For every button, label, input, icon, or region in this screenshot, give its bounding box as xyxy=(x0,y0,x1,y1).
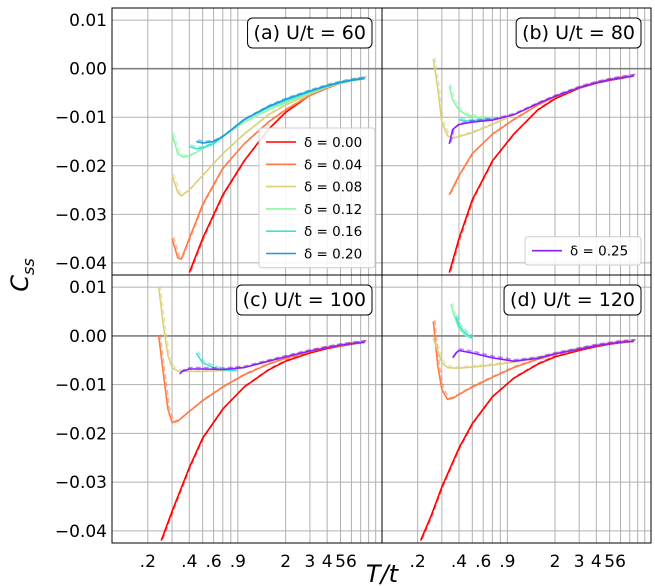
panel-title: (b) U/t = 80 xyxy=(522,22,635,44)
y-tick-label: 0.00 xyxy=(69,60,107,80)
panel-title: (a) U/t = 60 xyxy=(254,22,366,44)
series-line-0.25 xyxy=(452,340,634,363)
x-tick-label: 5 xyxy=(335,552,346,572)
series-line-0.04 xyxy=(448,75,634,196)
series-line-dashed-0.08 xyxy=(159,285,367,371)
x-tick-label: .9 xyxy=(230,552,246,572)
panels-layer: (a) U/t = 60δ = 0.00δ = 0.04δ = 0.08δ = … xyxy=(111,7,652,544)
x-tick-label: 2 xyxy=(280,552,291,572)
series-line-0.20 xyxy=(196,77,365,144)
x-tick-labels: .2.4.6.9 2 3 4 5 6.2.4.6.9 2 3 4 5 6 xyxy=(140,552,626,572)
x-axis-title: T/t xyxy=(366,560,400,586)
y-axis-title-sub: ss xyxy=(19,258,38,275)
legend: δ = 0.25 xyxy=(524,236,642,266)
y-tick-label: −0.02 xyxy=(55,157,107,177)
panel-c: (c) U/t = 100 xyxy=(111,274,383,544)
series-line-dashed-0.16 xyxy=(197,351,240,370)
x-tick-label: .6 xyxy=(475,552,491,572)
legend-entry-0.25: δ = 0.25 xyxy=(570,244,628,260)
legend-frame xyxy=(258,127,376,269)
legend-entry-0.20: δ = 0.20 xyxy=(304,247,362,263)
x-tick-label: .4 xyxy=(451,552,467,572)
y-tick-label: 0.00 xyxy=(69,327,107,347)
x-tick-label: .4 xyxy=(181,552,197,572)
series-line-0.12 xyxy=(448,85,493,120)
y-tick-label: −0.03 xyxy=(55,205,107,225)
y-tick-label: −0.03 xyxy=(55,473,107,493)
series-group xyxy=(157,285,367,541)
series-line-0.25 xyxy=(448,75,634,145)
y-tick-label: −0.04 xyxy=(55,254,107,274)
panel-b: (b) U/t = 80 δ = 0.25 xyxy=(381,7,652,276)
series-line-dashed-0.12 xyxy=(450,84,494,119)
panel-title-frame xyxy=(236,284,373,316)
x-tick-label: .2 xyxy=(140,552,156,572)
series-line-dashed-0.16 xyxy=(456,314,475,338)
y-axis-title-main: C xyxy=(6,275,34,292)
x-tick-label: 2 xyxy=(550,552,561,572)
series-line-0.25 xyxy=(179,341,365,375)
series-line-dashed-0.08 xyxy=(434,336,636,368)
legend-entry-0.16: δ = 0.16 xyxy=(304,224,362,240)
series-line-0.00 xyxy=(419,340,634,541)
x-tick-label: .9 xyxy=(499,552,515,572)
legend-entry-0.00: δ = 0.00 xyxy=(304,135,362,151)
x-tick-label: 4 xyxy=(591,552,602,572)
legend: δ = 0.00 δ = 0.04 δ = 0.08 δ = 0.12 δ = 0.16… xyxy=(258,127,376,269)
panel-title: (c) U/t = 100 xyxy=(243,289,366,311)
x-tick-label: 3 xyxy=(305,552,316,572)
x-tick-label: .2 xyxy=(410,552,426,572)
series-group xyxy=(171,76,367,273)
series-line-dashed-0.12 xyxy=(172,76,367,157)
series-line-dashed-0.25 xyxy=(180,339,367,374)
panel-title: (d) U/t = 120 xyxy=(510,289,635,311)
legend-entry-0.12: δ = 0.12 xyxy=(304,202,362,218)
y-tick-label: −0.02 xyxy=(55,424,107,444)
series-group xyxy=(419,302,636,541)
series-line-dashed-0.25 xyxy=(453,339,636,361)
panel-d: (d) U/t = 120 xyxy=(381,274,652,544)
y-tick-labels: 0.01 0.00 −0.01 −0.02 −0.03 −0.04 0.01 0.00 −0.0… xyxy=(55,11,107,542)
y-tick-label: 0.01 xyxy=(69,278,107,298)
legend-entry-0.08: δ = 0.08 xyxy=(304,180,362,196)
y-tick-label: −0.01 xyxy=(55,108,107,128)
x-tick-label: 3 xyxy=(574,552,585,572)
series-line-0.08 xyxy=(432,58,634,139)
grid-lines xyxy=(382,8,651,275)
series-line-dashed-0.04 xyxy=(450,73,636,194)
y-axis-title: Css xyxy=(6,258,38,291)
x-tick-label: 6 xyxy=(615,552,626,572)
panel-title-frame xyxy=(515,17,642,49)
series-line-dashed-0.16 xyxy=(460,116,494,121)
x-tick-label: .6 xyxy=(205,552,221,572)
x-tick-label: 4 xyxy=(322,552,333,572)
panel-a: (a) U/t = 60δ = 0.00δ = 0.04δ = 0.08δ = … xyxy=(111,7,383,276)
y-tick-label: 0.01 xyxy=(69,11,107,31)
series-line-dashed-0.20 xyxy=(197,76,367,143)
series-line-0.12 xyxy=(450,303,473,340)
panel-frame xyxy=(381,274,652,544)
y-tick-label: −0.01 xyxy=(55,376,107,396)
series-line-dashed-0.04 xyxy=(434,319,636,399)
x-tick-label: 5 xyxy=(604,552,615,572)
x-tick-label: 6 xyxy=(346,552,357,572)
panel-title-box: (c) U/t = 100 xyxy=(236,284,373,316)
legend-entry-0.04: δ = 0.04 xyxy=(304,157,362,173)
series-line-dashed-0.25 xyxy=(450,73,636,143)
series-line-dashed-0.00 xyxy=(161,339,367,540)
series-group xyxy=(432,57,636,273)
legend-frame xyxy=(524,236,642,266)
panel-title-box: (b) U/t = 80 xyxy=(515,17,642,49)
panel-title-frame xyxy=(247,17,373,49)
panel-title-box: (a) U/t = 60 xyxy=(247,17,373,49)
series-line-0.16 xyxy=(455,316,473,339)
y-tick-label: −0.04 xyxy=(55,522,107,542)
panel-title-box: (d) U/t = 120 xyxy=(503,284,642,316)
panel-title-frame xyxy=(503,284,642,316)
